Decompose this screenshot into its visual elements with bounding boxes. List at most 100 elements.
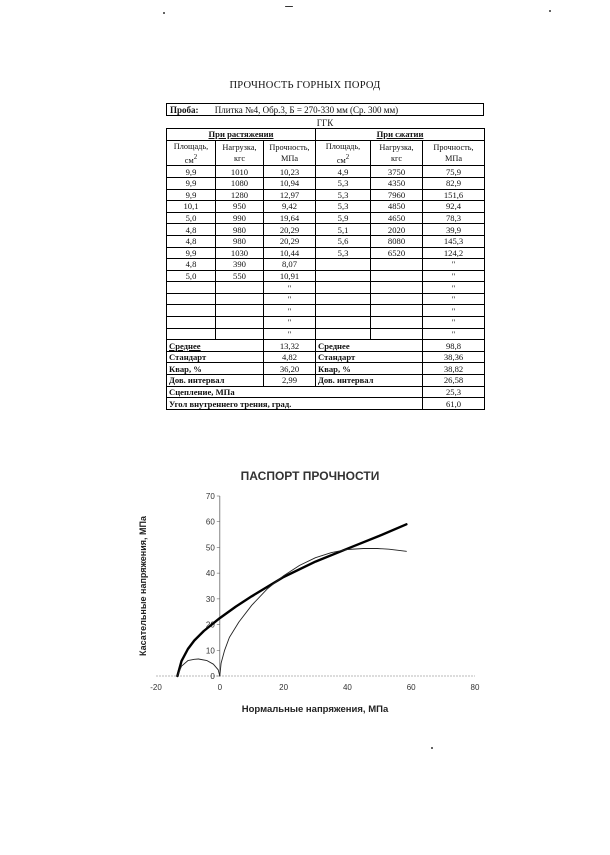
compression-strength-cell: 39,9 [422,223,486,236]
table-row: " " [166,304,486,318]
y-tick-label: 40 [206,569,215,578]
tension-area-cell [166,316,216,329]
compression-strength-cell: 151,6 [422,188,486,202]
col-load: Нагрузка, кгс [370,139,424,167]
tension-area-cell [166,292,216,306]
tension-strength-cell: 10,94 [262,176,317,190]
compression-load-cell: 6520 [370,246,424,260]
series-line-thin-arc-small [197,658,221,677]
y-tick-label: 70 [206,492,215,501]
compression-std: 38,36 [422,350,486,364]
tension-load-cell: 550 [215,269,264,283]
tension-load-cell: 1010 [215,165,264,178]
probe-label: Проба: [170,105,199,115]
tension-load-cell: 390 [215,258,264,271]
tension-strength-cell: 8,07 [262,258,317,271]
compression-area-cell: 5,3 [315,188,372,202]
compression-load-cell: 4650 [370,211,424,225]
compression-area-cell: 4,9 [315,165,372,178]
x-tick-label: 20 [279,683,288,692]
compression-load-cell: 8080 [370,234,424,248]
strength-table: При растяжении При сжатии Площадь, см2 На… [165,128,486,410]
compression-area-cell [315,304,372,318]
tension-strength-cell: " [262,304,317,318]
tension-strength-cell: " [262,281,317,294]
tension-strength-cell: " [262,327,317,341]
mean-label: Среднее [315,339,424,352]
tension-area-cell: 9,9 [166,165,216,178]
table-row: " " [166,292,486,306]
cohesion-value: 25,3 [422,385,486,399]
tension-strength-cell: " [262,292,317,306]
tension-strength-cell: 10,44 [262,246,317,260]
chart-title: ПАСПОРТ ПРОЧНОСТИ [241,469,380,483]
tension-load-cell: 1080 [215,176,264,190]
tension-area-cell: 9,9 [166,188,216,202]
stats-body: Среднее 13,32 Среднее 98,8 Стандарт 4,82… [165,339,486,410]
tension-area-cell: 4,8 [166,258,216,271]
probe-line: Проба: Плитка №4, Обр.3, Б = 270-330 мм … [166,103,484,116]
table-row: " " [166,281,486,294]
compression-strength-cell: " [422,304,486,318]
compression-mean: 98,8 [422,339,486,352]
series-line-thin-arc-large [219,548,407,677]
tension-strength-cell: 20,29 [262,234,317,248]
col-strength: Прочность, МПа [262,139,317,167]
table-row: 4,8 980 20,29 5,6 8080 145,3 [166,234,486,248]
tension-load-cell: 950 [215,200,264,213]
tension-std: 4,82 [262,350,317,364]
tension-strength-cell: 12,97 [262,188,317,202]
compression-load-cell [370,327,424,341]
x-tick-label: 80 [471,683,480,692]
var-label: Квар, % [166,362,264,376]
std-label: Стандарт [315,350,424,364]
table-row: 4,8 980 20,29 5,1 2020 39,9 [166,223,486,236]
compression-var: 38,82 [422,362,486,376]
chart-svg: ПАСПОРТ ПРОЧНОСТИ Нормальные напряжения,… [138,469,480,715]
tension-load-cell [215,316,264,329]
tension-load-cell [215,281,264,294]
scan-speck [549,10,551,12]
compression-strength-cell: " [422,316,486,329]
compression-strength-cell: 82,9 [422,176,486,190]
compression-strength-cell: 124,2 [422,246,486,260]
mean-label: Среднее [166,339,264,352]
tension-header: При растяжении [165,128,317,141]
series-line-thick [176,523,408,678]
compression-load-cell [370,292,424,306]
compression-area-cell: 5,6 [315,234,372,248]
compression-strength-cell: " [422,281,486,294]
table-row: 9,9 1080 10,94 5,3 4350 82,9 [166,176,486,190]
tension-area-cell [166,304,216,318]
table-row: 5,0 990 19,64 5,9 4650 78,3 [166,211,486,225]
tension-mean: 13,32 [262,339,317,352]
compression-area-cell: 5,3 [315,176,372,190]
table-row: 9,9 1280 12,97 5,3 7960 151,6 [166,188,486,202]
tension-load-cell [215,327,264,341]
tension-strength-cell: 20,29 [262,223,317,236]
tension-area-cell [166,327,216,341]
ci-label: Дов. интервал [166,374,264,387]
cohesion-label: Сцепление, МПа [165,385,424,399]
tension-load-cell [215,304,264,318]
table-body: 9,9 1010 10,23 4,9 3750 75,9 9,9 1080 10,94 5,3 43… [166,165,486,341]
tension-area-cell: 4,8 [166,223,216,236]
col-load: Нагрузка, кгс [215,139,264,167]
document-title: ПРОЧНОСТЬ ГОРНЫХ ПОРОД [229,80,381,91]
compression-area-cell [315,316,372,329]
col-area: Площадь, см2 [315,139,372,167]
compression-load-cell: 3750 [370,165,424,178]
scan-speck [431,747,433,749]
chart-ylabel: Касательные напряжения, МПа [138,515,148,656]
tension-area-cell [166,281,216,294]
tension-area-cell: 10,1 [166,200,216,213]
tension-load-cell: 980 [215,234,264,248]
compression-load-cell: 4850 [370,200,424,213]
rock-group: ГГК [316,118,334,128]
strength-passport-chart: ПАСПОРТ ПРОЧНОСТИ Нормальные напряжения,… [128,456,500,718]
scan-speck [285,6,293,7]
x-tick-label: 60 [407,683,416,692]
y-tick-label: 10 [206,646,215,655]
compression-strength-cell: 75,9 [422,165,486,178]
